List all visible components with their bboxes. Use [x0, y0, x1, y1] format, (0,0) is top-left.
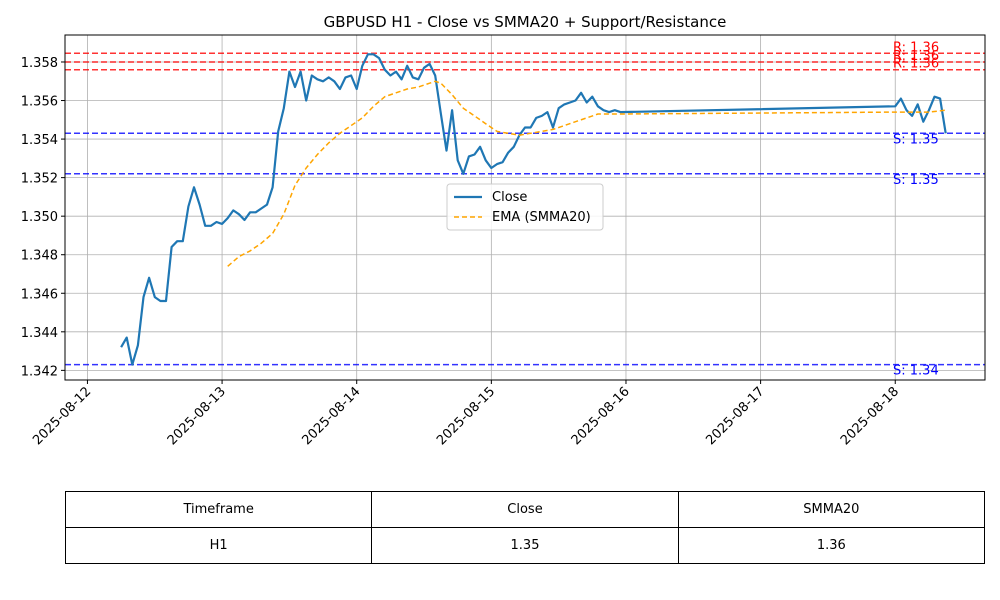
support-label: S: 1.34 [893, 364, 939, 379]
support-label: S: 1.35 [893, 132, 939, 147]
y-tick-label: 1.352 [21, 172, 58, 187]
y-tick-label: 1.358 [21, 56, 58, 71]
price-chart: GBPUSD H1 - Close vs SMMA20 + Support/Re… [21, 13, 986, 448]
legend: Close EMA (SMMA20) [446, 183, 604, 231]
legend-smma-label: EMA (SMMA20) [492, 210, 591, 225]
header-smma20: SMMA20 [677, 491, 986, 528]
legend-box [446, 183, 604, 231]
cell-smma20: 1.36 [677, 527, 986, 564]
resistance-label: R: 1.36 [893, 57, 939, 72]
x-tick-label: 2025-08-15 [434, 384, 498, 448]
summary-table: Timeframe Close SMMA20 H1 1.35 1.36 [64, 491, 986, 564]
y-tick-label: 1.350 [21, 210, 58, 225]
x-tick-label: 2025-08-14 [299, 384, 363, 448]
plot-frame [64, 34, 986, 381]
legend-close-label: Close [492, 190, 527, 205]
cell-timeframe: H1 [64, 527, 373, 564]
resistance-label: R: 1.36 [893, 49, 939, 64]
x-tick-label: 2025-08-17 [703, 384, 767, 448]
x-tick-label: 2025-08-13 [165, 384, 229, 448]
y-tick-label: 1.344 [21, 326, 58, 341]
resistance-label: R: 1.36 [893, 40, 939, 55]
summary-table-wrap: Timeframe Close SMMA20 H1 1.35 1.36 [64, 491, 986, 564]
series-lines [120, 53, 947, 366]
support-label: S: 1.35 [893, 173, 939, 188]
table-row: H1 1.35 1.36 [64, 527, 986, 564]
x-tick-label: 2025-08-18 [838, 384, 902, 448]
chart-title: GBPUSD H1 - Close vs SMMA20 + Support/Re… [324, 13, 727, 31]
table-header-row: Timeframe Close SMMA20 [64, 491, 986, 528]
x-tick-label: 2025-08-12 [30, 384, 94, 448]
y-tick-label: 1.346 [21, 287, 58, 302]
cell-close: 1.35 [371, 527, 679, 564]
y-tick-label: 1.356 [21, 95, 58, 110]
close-series-line [120, 53, 947, 366]
y-tick-label: 1.354 [21, 133, 58, 148]
support-resistance-levels [65, 52, 985, 366]
x-tick-label: 2025-08-16 [569, 384, 633, 448]
y-tick-label: 1.348 [21, 249, 58, 264]
y-axis: 1.342 1.344 1.346 1.348 1.350 1.352 1.354 1.356… [21, 56, 65, 379]
header-close: Close [371, 491, 679, 528]
y-tick-label: 1.342 [21, 364, 58, 379]
level-labels: R: 1.36R: 1.36R: 1.36S: 1.35S: 1.35S: 1.… [893, 40, 939, 378]
x-axis: 2025-08-12 2025-08-13 2025-08-14 2025-08-15… [30, 380, 902, 448]
header-timeframe: Timeframe [64, 491, 373, 528]
smma20-series-line [227, 80, 946, 267]
